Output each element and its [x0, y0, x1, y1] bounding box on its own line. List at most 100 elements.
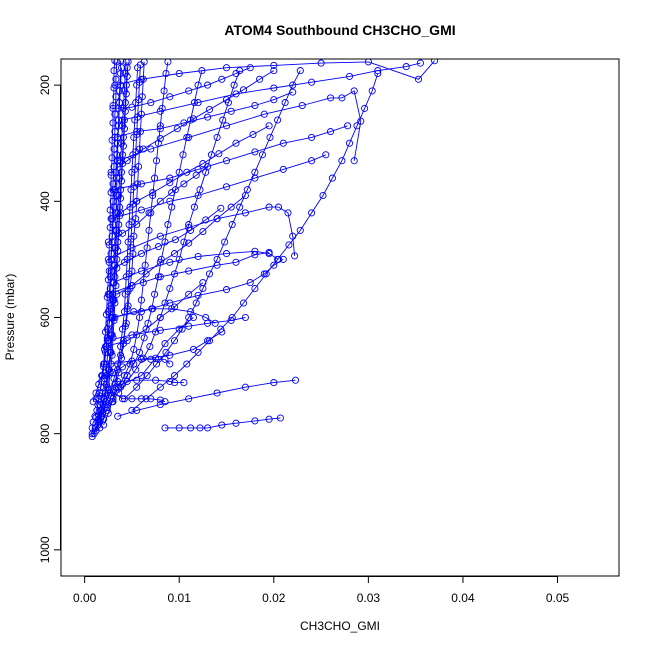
data-point — [116, 99, 124, 107]
data-point — [104, 290, 112, 298]
data-point — [183, 360, 191, 368]
data-point — [142, 325, 150, 333]
data-point — [137, 75, 145, 83]
data-point — [119, 133, 127, 141]
series-line — [120, 125, 270, 214]
data-point — [133, 221, 141, 229]
data-point — [204, 337, 212, 345]
data-point — [227, 316, 235, 324]
data-point — [322, 151, 330, 159]
data-point — [204, 81, 212, 89]
data-series — [107, 255, 287, 322]
data-point — [166, 377, 174, 385]
data-point — [161, 299, 169, 307]
data-point — [117, 354, 126, 362]
data-point — [251, 251, 259, 259]
data-point — [285, 241, 293, 249]
data-point — [122, 81, 130, 89]
data-point — [123, 305, 131, 313]
data-point — [402, 63, 410, 71]
data-point — [227, 203, 235, 211]
data-point — [284, 209, 292, 217]
data-point — [128, 357, 136, 365]
data-point — [113, 290, 121, 298]
data-point — [270, 96, 278, 104]
data-point — [133, 128, 141, 136]
data-point — [161, 355, 169, 363]
data-point — [128, 282, 136, 290]
data-point — [125, 270, 133, 278]
data-point — [109, 119, 117, 127]
data-point — [156, 326, 164, 334]
data-point — [166, 351, 174, 359]
data-point — [170, 379, 179, 387]
data-point — [121, 322, 129, 330]
data-point — [246, 279, 254, 287]
data-point — [227, 107, 235, 115]
data-point — [179, 151, 187, 159]
data-point — [141, 261, 149, 269]
data-point — [189, 345, 197, 353]
data-point — [202, 216, 210, 224]
data-point — [326, 94, 335, 102]
data-point — [107, 305, 115, 313]
data-point — [232, 419, 240, 427]
data-point — [127, 235, 135, 243]
data-series — [107, 67, 278, 176]
y-tick-label: 1000 — [38, 536, 52, 563]
data-point — [221, 238, 229, 246]
data-point — [213, 261, 221, 269]
data-point — [194, 291, 202, 299]
data-point — [213, 215, 221, 223]
series-line — [112, 250, 279, 284]
data-point — [296, 67, 304, 75]
data-point — [185, 87, 193, 95]
data-point — [270, 261, 278, 269]
series-line — [112, 67, 251, 109]
data-point — [109, 101, 117, 110]
data-point — [291, 252, 299, 260]
data-point — [107, 215, 115, 223]
data-series — [88, 395, 106, 438]
series-line — [117, 379, 296, 417]
data-point — [152, 157, 161, 165]
data-point — [185, 322, 193, 330]
data-point — [111, 313, 119, 322]
data-point — [118, 229, 127, 237]
data-point — [156, 258, 164, 266]
data-point — [230, 81, 238, 89]
data-point — [106, 348, 114, 356]
data-point — [204, 424, 212, 432]
data-point — [156, 125, 164, 133]
data-point — [189, 115, 197, 123]
data-point — [109, 186, 117, 194]
data-point — [121, 99, 129, 107]
data-point — [180, 238, 188, 246]
data-point — [368, 87, 376, 95]
data-point — [173, 125, 181, 133]
data-point — [222, 183, 231, 191]
data-point — [246, 64, 254, 72]
data-point — [104, 238, 112, 246]
data-point — [344, 122, 352, 130]
data-point — [160, 87, 168, 95]
data-point — [196, 424, 204, 432]
data-point — [180, 379, 188, 387]
data-point — [270, 61, 278, 69]
data-point — [199, 227, 207, 236]
data-point — [112, 93, 120, 101]
series-line — [111, 259, 284, 318]
data-point — [218, 421, 226, 429]
data-point — [140, 334, 148, 342]
data-point — [161, 424, 169, 432]
series-line — [114, 60, 435, 86]
data-series — [111, 305, 219, 327]
data-point — [156, 135, 164, 143]
data-point — [146, 342, 154, 351]
data-point — [133, 383, 141, 391]
data-point — [199, 160, 207, 168]
data-point — [109, 369, 117, 377]
y-tick-label: 200 — [38, 75, 52, 95]
data-point — [274, 203, 283, 211]
series-line — [165, 417, 281, 429]
